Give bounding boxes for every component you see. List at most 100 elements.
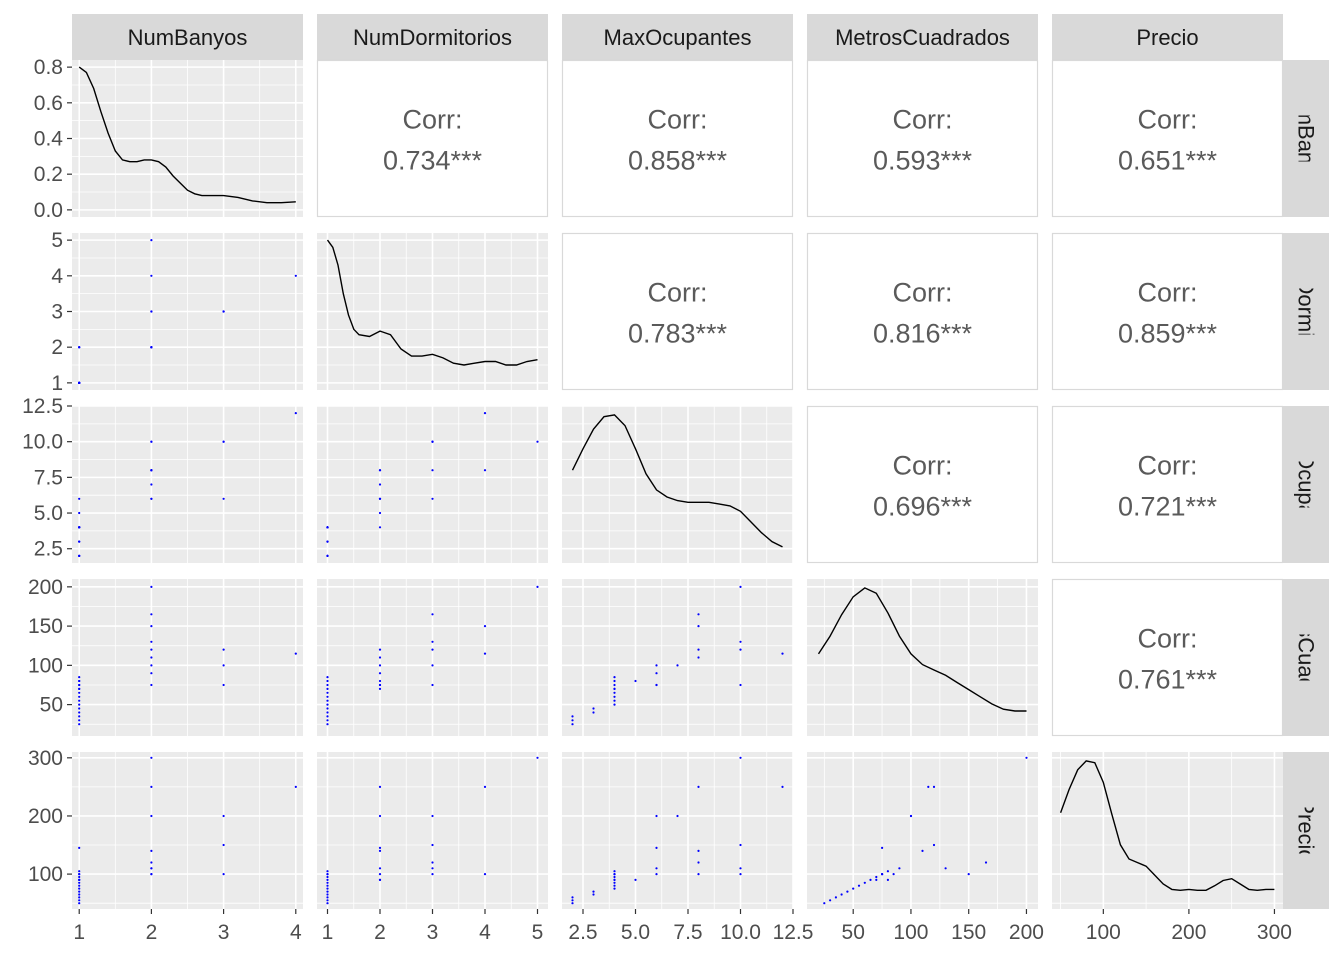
- corr-panel-bg: [561, 59, 794, 218]
- scatter-point: [697, 873, 700, 876]
- scatter-point: [739, 683, 742, 687]
- scatter-point: [886, 870, 890, 873]
- y-tick-label: 5: [51, 229, 63, 252]
- scatter-point: [326, 691, 329, 694]
- scatter-point: [613, 887, 616, 890]
- scatter-point: [326, 719, 329, 722]
- scatter-point: [676, 664, 679, 667]
- panel-NumBanyos-Precio: Corr: 0.651***: [1051, 59, 1284, 218]
- corr-panel-bg: [806, 59, 1039, 218]
- scatter-point: [655, 814, 658, 818]
- y-tick-label: 10.0: [22, 431, 63, 454]
- scatter-point: [881, 873, 884, 876]
- scatter-point: [571, 723, 574, 726]
- scatter-point: [78, 695, 81, 698]
- scatter-point: [613, 679, 616, 683]
- scatter-point: [483, 625, 487, 628]
- scatter-point: [892, 873, 895, 876]
- scatter-point: [222, 873, 225, 876]
- scatter-point: [78, 899, 81, 902]
- strip-right-MetrosCuadrados: [1283, 579, 1329, 736]
- panel-NumDormitorios-Precio: Corr: 0.859***: [1051, 232, 1284, 391]
- scatter-point: [863, 881, 866, 884]
- scatter-point: [932, 843, 936, 847]
- scatter-point: [222, 843, 225, 847]
- scatter-point: [921, 849, 924, 853]
- corr-panel-bg: [1051, 232, 1284, 391]
- corr-panel-bg: [806, 405, 1039, 564]
- strip-label-top: MaxOcupantes: [604, 25, 752, 50]
- y-tick-label: 2.5: [34, 538, 63, 561]
- scatter-point: [150, 814, 153, 818]
- x-tick-label: 1: [322, 921, 334, 944]
- scatter-point: [326, 899, 329, 902]
- scatter-point: [222, 683, 225, 687]
- scatter-point: [571, 899, 574, 902]
- scatter-point: [834, 896, 838, 899]
- scatter-point: [378, 683, 382, 687]
- strip-top-NumDormitorios: [317, 14, 548, 60]
- scatter-point: [326, 695, 329, 698]
- scatter-point: [483, 652, 487, 655]
- corr-value: 0.721***: [1118, 492, 1218, 522]
- scatter-point: [909, 814, 913, 818]
- corr-label: Corr:: [1138, 451, 1198, 481]
- scatter-point: [78, 346, 81, 349]
- scatter-point: [294, 785, 297, 789]
- x-tick-label: 12.5: [773, 921, 814, 944]
- strip-label-top: NumDormitorios: [353, 25, 512, 50]
- y-tick-label: 5.0: [34, 502, 63, 525]
- scatter-point: [852, 887, 855, 890]
- scatter-point: [431, 613, 434, 616]
- scatter-point: [676, 814, 679, 818]
- x-tick-label: 1: [73, 921, 85, 944]
- scatter-point: [483, 412, 487, 415]
- corr-label: Corr:: [648, 278, 708, 308]
- scatter-point: [326, 707, 329, 710]
- strip-right-Precio: [1283, 752, 1329, 909]
- strip-label-top: Precio: [1136, 25, 1198, 50]
- corr-value: 0.593***: [873, 146, 973, 176]
- scatter-point: [378, 679, 382, 683]
- scatter-point: [613, 875, 616, 879]
- scatter-point: [944, 867, 947, 870]
- strip-right-MaxOcupantes: [1283, 406, 1329, 563]
- scatter-point: [739, 585, 742, 589]
- scatter-point: [634, 878, 637, 882]
- scatter-point: [431, 814, 434, 818]
- scatter-point: [294, 652, 297, 655]
- scatter-point: [483, 785, 487, 789]
- scatter-point: [326, 875, 329, 879]
- scatter-point: [378, 672, 382, 675]
- scatter-point: [378, 785, 382, 789]
- scatter-point: [875, 878, 878, 882]
- y-tick-label: 50: [40, 694, 63, 717]
- panel-MaxOcupantes-NumDormitorios: [317, 405, 548, 563]
- scatter-point: [326, 896, 329, 899]
- x-tick-label: 4: [290, 921, 302, 944]
- scatter-point: [222, 664, 225, 667]
- strip-top-Precio: [1052, 14, 1283, 60]
- scatter-point: [78, 703, 81, 706]
- x-tick-label: 300: [1257, 921, 1292, 944]
- scatter-point: [431, 640, 434, 643]
- corr-label: Corr:: [648, 105, 708, 135]
- corr-value: 0.696***: [873, 492, 973, 522]
- scatter-point: [613, 878, 616, 882]
- scatter-point: [592, 711, 595, 714]
- x-tick-label: 4: [479, 921, 491, 944]
- scatter-point: [326, 893, 329, 896]
- scatter-point: [1025, 756, 1028, 759]
- panel-MaxOcupantes-MetrosCuadrados: Corr: 0.696***: [806, 405, 1039, 564]
- scatter-point: [150, 483, 153, 486]
- scatter-panel-bg: [807, 752, 1038, 909]
- y-tick-label: 3: [51, 301, 63, 324]
- scatter-point: [378, 497, 382, 500]
- scatter-point: [326, 679, 329, 683]
- scatter-point: [326, 699, 329, 702]
- y-tick-label: 4: [51, 265, 63, 288]
- panel-NumDormitorios-MaxOcupantes: Corr: 0.783***: [561, 232, 794, 391]
- scatter-point: [697, 656, 700, 659]
- y-tick-label: 0.2: [34, 163, 63, 186]
- x-tick-label: 200: [1009, 921, 1044, 944]
